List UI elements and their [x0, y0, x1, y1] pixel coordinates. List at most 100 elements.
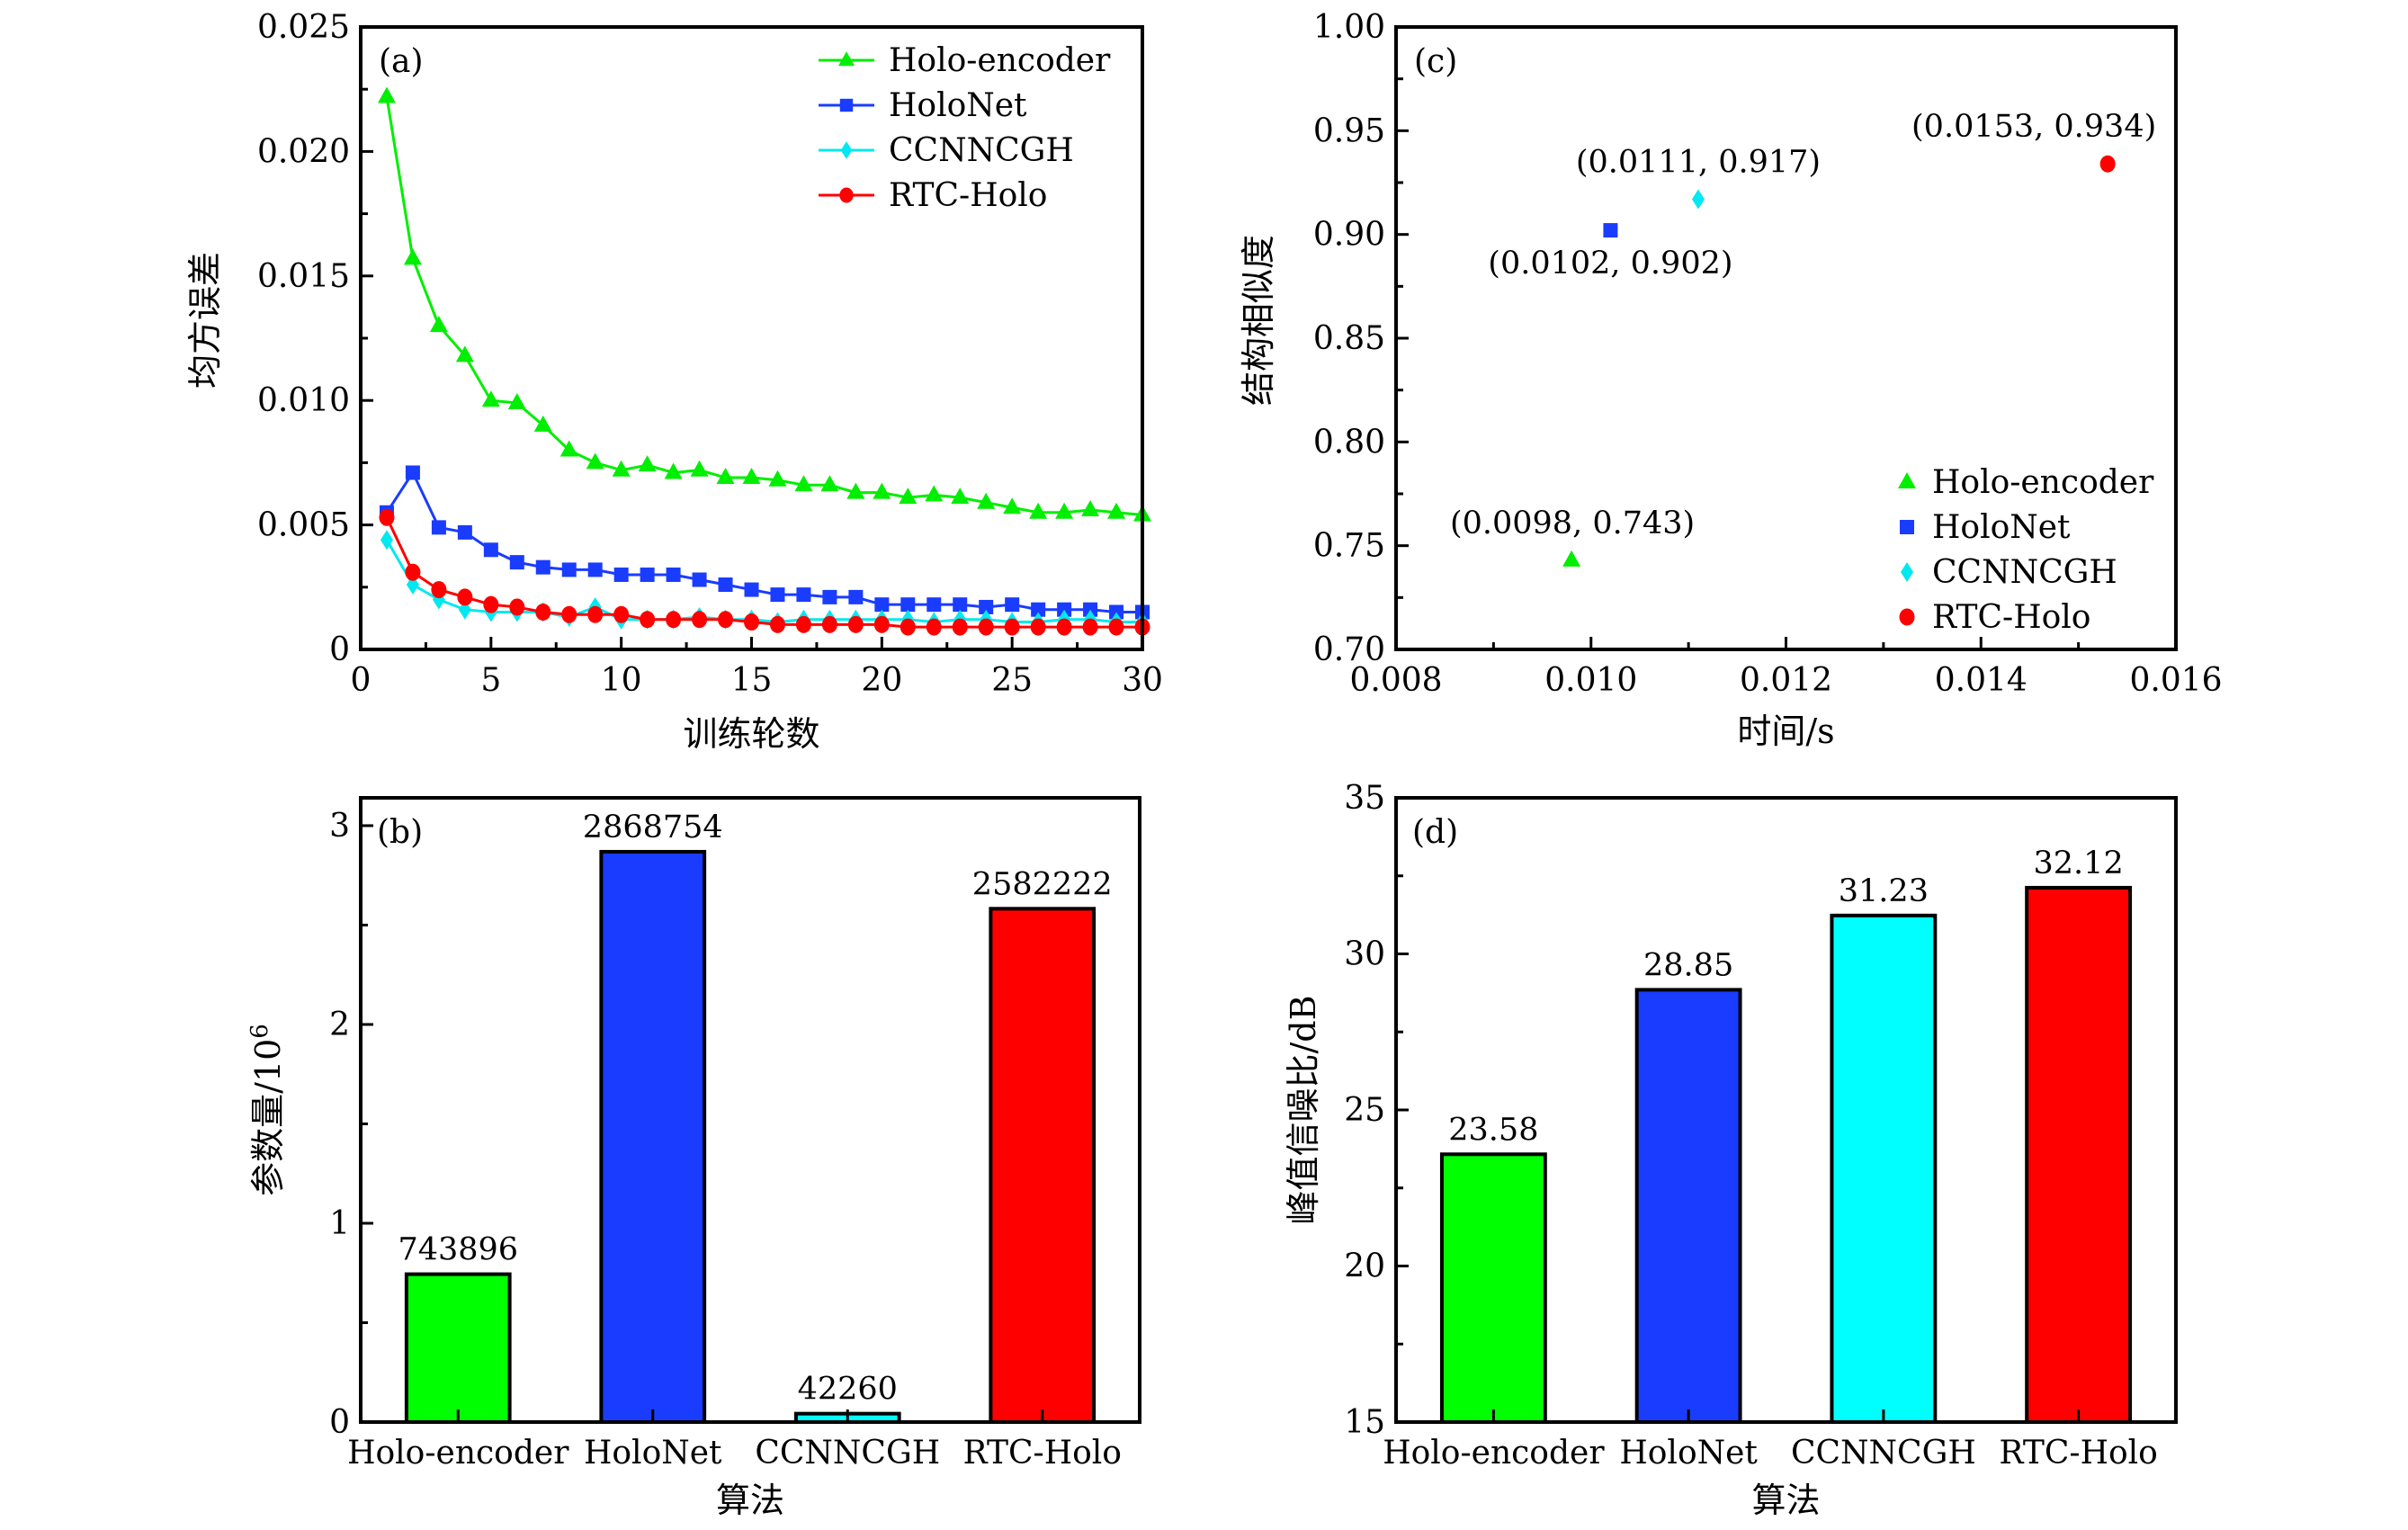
- point-holo-encoder: [1562, 550, 1581, 567]
- data-point: [1005, 597, 1020, 613]
- data-point: [455, 345, 474, 362]
- y-axis-label: 均方误差: [185, 252, 225, 389]
- bar-rtc-holo: [989, 907, 1097, 1424]
- data-point: [1108, 618, 1124, 636]
- legend-label: Holo-encoder: [889, 42, 1111, 79]
- data-point: [457, 524, 472, 540]
- data-point: [1082, 618, 1098, 636]
- y-axis-label: 峰值信噪比/dB: [1284, 995, 1323, 1224]
- point-label: (0.0111, 0.917): [1576, 144, 1821, 180]
- x-tick-label: Holo-encoder: [1383, 1435, 1605, 1472]
- data-point: [405, 563, 421, 581]
- data-point: [768, 470, 787, 487]
- data-point: [638, 455, 657, 472]
- bar-value-label: 743896: [398, 1232, 518, 1268]
- series-holonet: [379, 465, 1150, 620]
- bar-value-label: 28.85: [1643, 947, 1733, 983]
- y-tick-label: 3: [329, 808, 350, 845]
- data-point: [429, 316, 448, 333]
- x-tick-label: RTC-Holo: [1999, 1435, 2157, 1472]
- data-point: [1030, 618, 1046, 636]
- legend-marker-circle: [1899, 608, 1915, 626]
- panel-tag: (b): [377, 814, 423, 851]
- data-point: [926, 618, 942, 636]
- data-point: [847, 615, 864, 633]
- panel-a-line-chart: 0 5 10 15 20 25 30 0 0.005 0.010 0.015 0.020 0.025 (a…: [185, 9, 1163, 754]
- y-tick-label: 0.70: [1313, 631, 1385, 668]
- y-tick-label: 0.005: [257, 507, 350, 544]
- legend: Holo-encoder HoloNet CCNNCGH RTC-Holo: [1898, 464, 2154, 636]
- legend-label: RTC-Holo: [1932, 599, 2090, 636]
- data-point: [953, 597, 968, 613]
- bar-value-label: 32.12: [2034, 846, 2124, 881]
- data-point: [377, 86, 396, 103]
- bar-value-label: 31.23: [1839, 873, 1929, 909]
- legend-label: Holo-encoder: [1932, 464, 2154, 501]
- x-tick-label: CCNNCGH: [1791, 1435, 1976, 1472]
- data-point: [718, 611, 734, 629]
- y-axis-label-superscript: 6: [246, 1024, 273, 1039]
- data-point: [405, 465, 420, 480]
- data-point: [640, 611, 656, 629]
- data-point: [900, 618, 916, 636]
- point-label: (0.0098, 0.743): [1450, 506, 1695, 541]
- y-tick-label: 0.015: [257, 258, 350, 295]
- data-point: [1057, 602, 1072, 617]
- legend-label: CCNNCGH: [1932, 554, 2117, 591]
- bar-holonet: [599, 849, 707, 1424]
- bar-ccnncgh: [1830, 913, 1938, 1424]
- y-tick-label: 0.90: [1313, 217, 1385, 254]
- data-point: [848, 589, 864, 604]
- series-rtc-holo: [379, 508, 1150, 636]
- data-point: [692, 611, 708, 629]
- data-point: [1081, 499, 1100, 516]
- y-tick-label: 0: [329, 1404, 350, 1441]
- y-tick-label: 0.85: [1313, 320, 1385, 357]
- x-tick-label: 10: [601, 662, 642, 699]
- x-tick-label: Holo-encoder: [347, 1435, 569, 1472]
- y-tick-label: 35: [1344, 780, 1385, 817]
- data-point: [795, 615, 811, 633]
- bar-rtc-holo: [2025, 885, 2133, 1424]
- panel-c-scatter-chart: 0.008 0.010 0.012 0.014 0.016 0.70 0.75 0.80 0.8…: [1239, 9, 2223, 751]
- panel-b-bar-chart: 0 1 2 3 743896 Holo-encoder 2868754 HoloNet 4226…: [246, 796, 1141, 1520]
- x-tick-label: RTC-Holo: [963, 1435, 1122, 1472]
- x-tick-label: 20: [861, 662, 902, 699]
- panel-tag: (a): [379, 43, 424, 80]
- panel-d-bar-chart: 15 20 25 30 35 23.58 Holo-encoder 28.85 HoloNet 3…: [1284, 780, 2178, 1520]
- series-holo-encoder: [377, 86, 1151, 522]
- data-point: [796, 587, 811, 603]
- y-tick-label: 1: [329, 1205, 350, 1242]
- data-point: [1003, 497, 1022, 514]
- legend-label: HoloNet: [889, 87, 1027, 124]
- bar-value-label: 42260: [798, 1372, 898, 1408]
- data-point: [977, 492, 996, 509]
- y-tick-label: 0.025: [257, 9, 350, 46]
- legend-marker-diamond: [840, 141, 853, 159]
- x-tick-label: 30: [1122, 662, 1163, 699]
- x-tick-label: 0.016: [2129, 662, 2222, 699]
- data-point: [612, 460, 631, 477]
- y-tick-label: 15: [1344, 1404, 1385, 1441]
- data-point: [587, 605, 604, 623]
- series-line: [385, 516, 1142, 629]
- data-point: [794, 475, 813, 492]
- bar-value-label: 2582222: [972, 866, 1113, 902]
- data-point: [873, 615, 890, 633]
- point-ccnncgh: [1691, 189, 1705, 210]
- data-point: [1107, 502, 1126, 519]
- point-rtc-holo: [2099, 155, 2116, 173]
- data-point: [666, 567, 681, 582]
- y-tick-label: 0.95: [1313, 112, 1385, 149]
- data-point: [1029, 502, 1048, 519]
- data-point: [559, 440, 578, 457]
- data-point: [613, 567, 629, 582]
- x-tick-label: 5: [480, 662, 501, 699]
- x-tick-label: 0.014: [1935, 662, 2028, 699]
- plot-frame: [359, 25, 1144, 651]
- data-point: [692, 572, 707, 587]
- data-point: [481, 390, 500, 407]
- data-point: [820, 475, 839, 492]
- data-point: [586, 452, 604, 470]
- y-axis-label: 结构相似度: [1239, 235, 1278, 406]
